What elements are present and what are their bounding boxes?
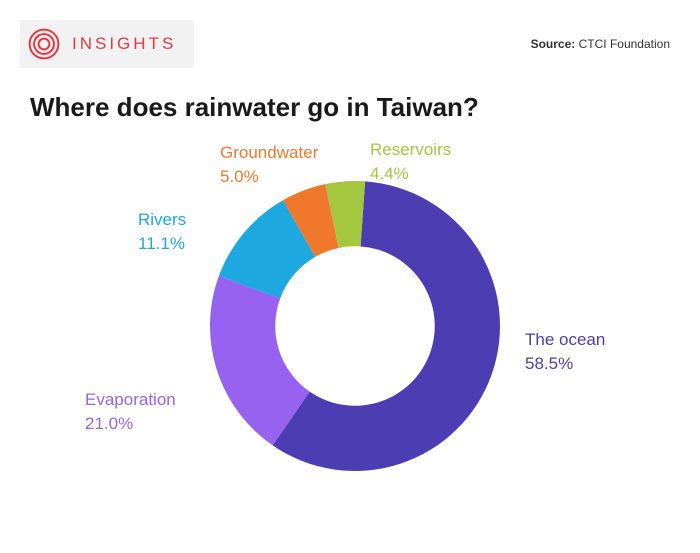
- slice-percent: 11.1%: [138, 232, 186, 256]
- chart-area: The ocean 58.5% Evaporation 21.0% Rivers 11.1…: [0, 133, 700, 533]
- brand-badge: INSIGHTS: [20, 20, 194, 68]
- slice-label: Groundwater 5.0%: [220, 141, 318, 189]
- slice-name: The ocean: [525, 330, 605, 349]
- slice-name: Rivers: [138, 210, 186, 229]
- brand-name: INSIGHTS: [72, 34, 176, 54]
- slice-percent: 21.0%: [85, 412, 176, 436]
- slice-percent: 4.4%: [370, 162, 451, 186]
- slice-percent: 5.0%: [220, 165, 318, 189]
- slice-name: Evaporation: [85, 390, 176, 409]
- source-value: CTCI Foundation: [579, 37, 670, 51]
- slice-label: Evaporation 21.0%: [85, 388, 176, 436]
- slice-label: Rivers 11.1%: [138, 208, 186, 256]
- donut-chart: [210, 181, 500, 471]
- slice-name: Reservoirs: [370, 140, 451, 159]
- slice-name: Groundwater: [220, 143, 318, 162]
- brand-logo-icon: [26, 26, 62, 62]
- source-label: Source:: [531, 37, 576, 51]
- source-text: Source: CTCI Foundation: [531, 37, 670, 51]
- slice-percent: 58.5%: [525, 352, 605, 376]
- slice-label: Reservoirs 4.4%: [370, 138, 451, 186]
- header: INSIGHTS Source: CTCI Foundation: [0, 0, 700, 78]
- slice-label: The ocean 58.5%: [525, 328, 605, 376]
- chart-title: Where does rainwater go in Taiwan?: [0, 78, 700, 133]
